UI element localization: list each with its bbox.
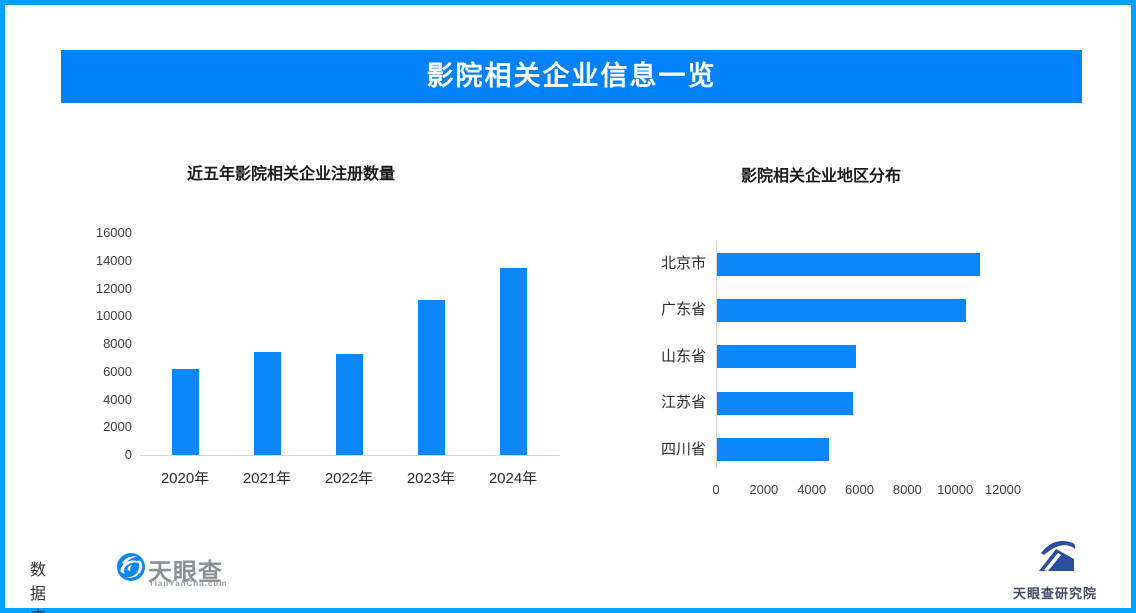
x-category-label: 2023年 — [406, 470, 456, 487]
source-label: 数据来源: — [30, 562, 47, 613]
y-category-label: 山东省 — [660, 347, 706, 365]
tianyancha-logo-text: 天眼查 — [148, 559, 223, 586]
bar — [417, 299, 445, 455]
region-chart-title: 影院相关企业地区分布 — [741, 168, 902, 185]
y-tick-label: 10000 — [95, 308, 132, 324]
bar — [253, 352, 281, 455]
x-category-label: 2022年 — [324, 470, 374, 487]
y-tick-label: 16000 — [95, 225, 132, 240]
bar — [717, 298, 966, 322]
x-tick-label: 10000 — [937, 482, 974, 497]
bar — [499, 267, 527, 455]
x-category-label: 2021年 — [242, 470, 292, 487]
page-title: 影院相关企业信息一览 — [61, 50, 1082, 103]
y-axis-line — [716, 240, 717, 468]
registration-chart-title: 近五年影院相关企业注册数量 — [187, 166, 396, 183]
x-tick-label: 2000 — [749, 482, 779, 497]
research-institute-label: 天眼查研究院 — [1012, 586, 1097, 601]
research-institute-mountain-icon — [1000, 536, 1110, 581]
tianyancha-logo-url-text: TianYanCha.com — [149, 579, 228, 588]
x-tick-label: 8000 — [892, 482, 922, 497]
y-tick-label: 8000 — [103, 336, 132, 351]
y-tick-label: 0 — [124, 447, 132, 462]
y-tick-label: 6000 — [103, 363, 132, 379]
x-category-label: 2020年 — [160, 470, 210, 487]
tianyancha-eye-icon — [117, 553, 145, 586]
y-category-label: 广东省 — [660, 301, 706, 319]
bar — [717, 391, 854, 415]
x-category-label: 2024年 — [488, 470, 538, 487]
y-tick-label: 4000 — [103, 391, 132, 407]
x-tick-label: 0 — [712, 482, 720, 497]
x-tick-label: 12000 — [984, 482, 1022, 497]
x-axis-line — [140, 455, 560, 456]
y-tick-label: 14000 — [95, 252, 132, 268]
y-tick-label: 12000 — [95, 280, 132, 296]
y-category-label: 四川省 — [660, 440, 706, 458]
y-tick-label: 2000 — [103, 419, 132, 435]
bar — [717, 345, 856, 369]
x-tick-label: 6000 — [845, 482, 874, 497]
x-tick-label: 4000 — [797, 482, 827, 497]
y-category-label: 江苏省 — [660, 394, 706, 412]
bar — [717, 438, 830, 462]
bar — [171, 368, 199, 455]
tianyancha-logo: 天眼查 TianYanCha.com — [117, 552, 267, 598]
bar — [717, 252, 981, 276]
y-category-label: 北京市 — [660, 255, 706, 272]
research-institute-logo: 天眼查研究院 — [1000, 536, 1110, 601]
bar — [335, 353, 363, 455]
